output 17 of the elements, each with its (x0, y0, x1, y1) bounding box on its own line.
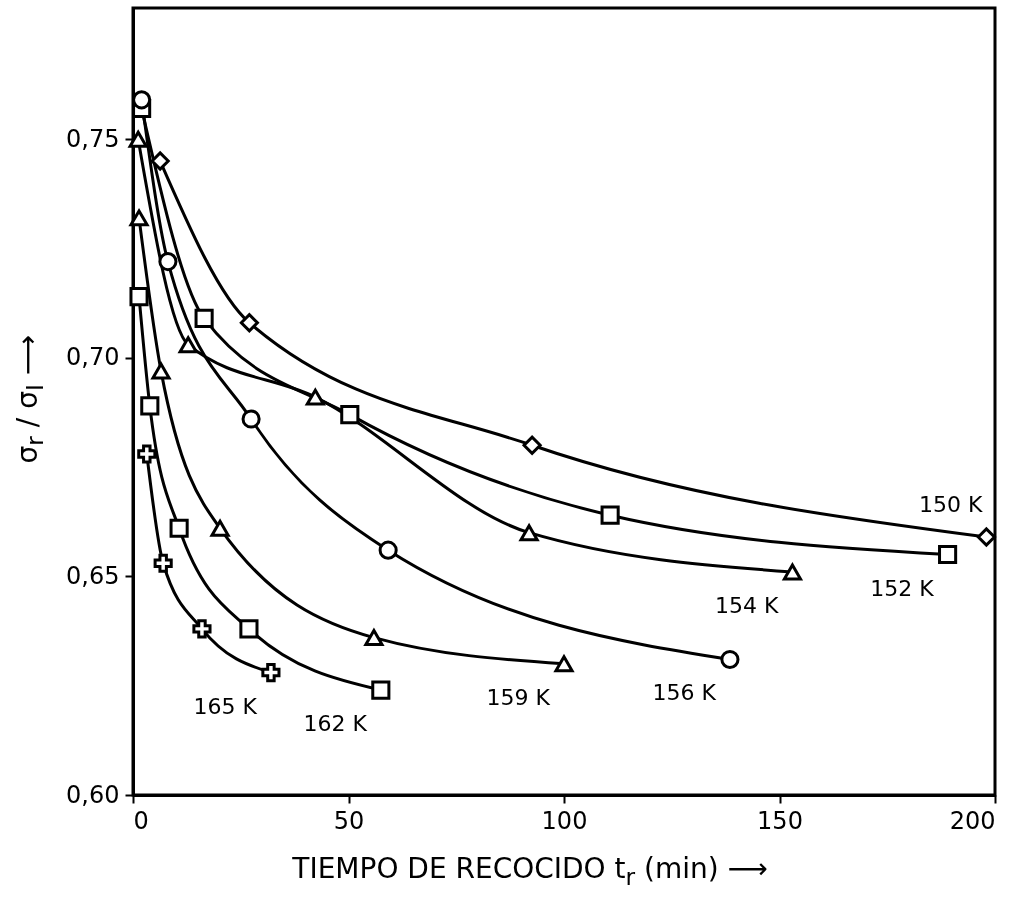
x-tick-label: 0 (133, 806, 149, 835)
x-tick-label: 200 (949, 806, 996, 835)
series-label: 156 K (652, 680, 717, 706)
x-tick-label: 50 (333, 806, 365, 835)
series-label: 150 K (918, 492, 983, 518)
y-tick-label: 0,75 (66, 124, 120, 153)
y-tick-label: 0,65 (66, 561, 120, 590)
y-tick-label: 0,60 (66, 780, 120, 809)
series-label: 165 K (193, 693, 258, 719)
x-tick-label: 100 (541, 806, 588, 835)
x-tick-label: 150 (757, 806, 803, 835)
series-label: 162 K (303, 711, 368, 737)
x-axis-title: TIEMPO DE RECOCIDO t$_{r}$ (min) ⟶ (291, 852, 769, 891)
series-label: 152 K (870, 575, 935, 601)
series-label: 159 K (486, 684, 551, 710)
series-label: 154 K (715, 593, 779, 619)
y-tick-label: 0,70 (66, 343, 120, 372)
